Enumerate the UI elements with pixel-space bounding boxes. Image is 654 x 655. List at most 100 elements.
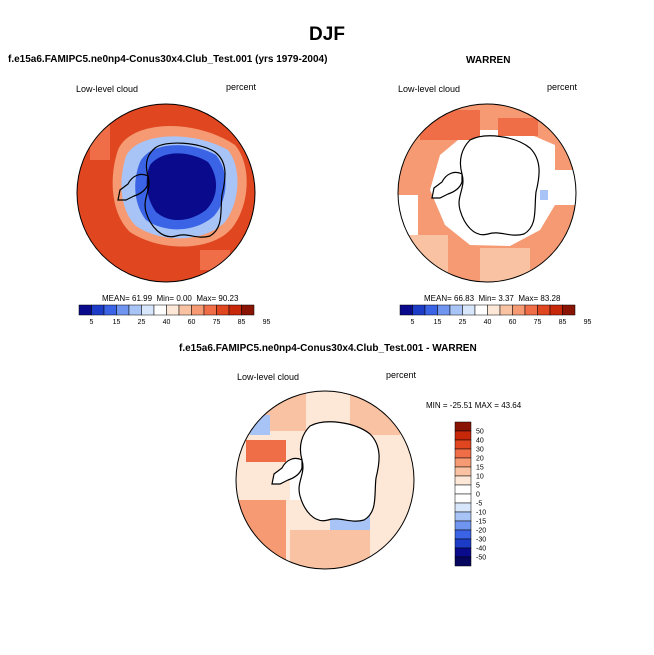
- panel1-colorbar-swatch: [228, 304, 242, 316]
- panel1-colorbar-swatch: [191, 304, 205, 316]
- panel2-field-patch: [540, 190, 548, 200]
- panel2-colorbar-swatch: [462, 304, 476, 316]
- panel3-colorbar-tick-label: 10: [476, 474, 484, 481]
- panel2-map: [397, 103, 577, 283]
- panel2-units-label: percent: [547, 82, 578, 92]
- panel1-colorbar-tick-label: 75: [213, 319, 221, 326]
- panel2-colorbar-tick-label: 15: [434, 319, 442, 326]
- panel1-colorbar-swatch: [141, 304, 155, 316]
- panel1-min-value: 0.00: [176, 294, 192, 303]
- panel2-colorbar-tick-label: 25: [459, 319, 467, 326]
- panel2-colorbar-swatch: [524, 304, 538, 316]
- panel2-colorbar-tick-label: 75: [534, 319, 542, 326]
- panel1-map-border: [76, 103, 256, 283]
- panel3-colorbar-tick-label: 30: [476, 447, 484, 454]
- panel1-colorbar-swatch: [241, 304, 255, 316]
- panel2-colorbar-tick-label: 85: [559, 319, 567, 326]
- panel2-colorbar-swatch: [499, 304, 513, 316]
- panel3-colorbar-swatch: [454, 502, 472, 513]
- panel2-colorbar-swatch: [512, 304, 526, 316]
- panel3-colorbar-swatch: [454, 529, 472, 540]
- panel1-colorbar-swatch: [166, 304, 180, 316]
- panel1-colorbar-tick-label: 25: [138, 319, 146, 326]
- panel1-field-core: [146, 153, 217, 221]
- panel3-colorbar-tick-label: 5: [476, 483, 480, 490]
- panel3-colorbar-tick-label: -5: [476, 501, 482, 508]
- panel2-min-value: 3.37: [498, 294, 514, 303]
- panel1-colorbar-tick-label: 15: [113, 319, 121, 326]
- panel1-mean-value: 61.99: [132, 294, 153, 303]
- panel1-colorbar-swatch: [91, 304, 105, 316]
- panel2-min-label: Min=: [478, 294, 497, 303]
- panel1-colorbar-swatch: [203, 304, 217, 316]
- panel1-max-label: Max=: [196, 294, 217, 303]
- panel1-colorbar: 5 15 25 40 60 75 85 95: [78, 304, 270, 326]
- panel3-colorbar-swatch: [454, 511, 472, 522]
- panel3-field-patch: [236, 391, 306, 431]
- panel1-colorbar-swatch: [116, 304, 130, 316]
- panel3-field-patch: [236, 500, 286, 569]
- panel3-colorbar-swatch: [454, 439, 472, 450]
- obs-case-title: WARREN: [466, 55, 511, 66]
- panel2-stats: MEAN= 66.83 Min= 3.37 Max= 83.28: [424, 294, 560, 303]
- panel1-min-label: Min=: [156, 294, 175, 303]
- panel2-colorbar-swatch: [487, 304, 501, 316]
- panel2-colorbar-swatch: [424, 304, 438, 316]
- panel1-stats: MEAN= 61.99 Min= 0.00 Max= 90.23: [102, 294, 238, 303]
- panel1-colorbar-tick-label: 40: [163, 319, 171, 326]
- panel3-map: [235, 390, 415, 570]
- panel3-units-label: percent: [386, 370, 417, 380]
- panel2-map-border: [397, 103, 577, 283]
- panel3-field-patch: [250, 415, 270, 435]
- panel3-colorbar-tick-label: 0: [476, 492, 480, 499]
- panel2-colorbar-swatch: [399, 304, 413, 316]
- panel3-colorbar-tick-label: -30: [476, 537, 486, 544]
- panel2-colorbar-tick-label: 60: [509, 319, 517, 326]
- panel2-colorbar-swatch: [549, 304, 563, 316]
- panel1-colorbar-tick-label: 5: [90, 319, 94, 326]
- panel1-colorbar-swatch: [103, 304, 117, 316]
- panel2-max-label: Max=: [518, 294, 539, 303]
- panel1-colorbar-tick-label: 60: [188, 319, 196, 326]
- panel3-colorbar-swatch: [454, 493, 472, 504]
- panel2-mean-label: MEAN=: [424, 294, 452, 303]
- diff-case-title: f.e15a6.FAMIPC5.ne0np4-Conus30x4.Club_Te…: [179, 343, 477, 354]
- panel2-colorbar-tick-label: 40: [484, 319, 492, 326]
- panel3-field-patch: [290, 530, 370, 569]
- panel3-colorbar-tick-label: -10: [476, 510, 486, 517]
- panel2-variable-label: Low-level cloud: [398, 84, 461, 94]
- panel1-mean-label: MEAN=: [102, 294, 130, 303]
- panel3-stats: MIN = -25.51 MAX = 43.64: [426, 401, 521, 410]
- panel2-colorbar-swatch: [412, 304, 426, 316]
- panel1-colorbar-swatch: [78, 304, 92, 316]
- panel3-colorbar-tick-label: -15: [476, 519, 486, 526]
- panel3-colorbar-tick-label: 15: [476, 465, 484, 472]
- panel2-colorbar-tick-label: 95: [584, 319, 592, 326]
- panel3-colorbar-swatch: [454, 457, 472, 468]
- panel2-max-value: 83.28: [540, 294, 561, 303]
- panel1-variable-label: Low-level cloud: [76, 84, 139, 94]
- panel3-max-label: MAX =: [474, 401, 499, 410]
- panel2-colorbar-swatch: [537, 304, 551, 316]
- panel2-colorbar-swatch: [562, 304, 576, 316]
- page-title: DJF: [309, 24, 345, 45]
- panel3-colorbar-swatch: [454, 466, 472, 477]
- panel3-min-label: MIN =: [426, 401, 448, 410]
- panel3-colorbar-tick-label: 50: [476, 429, 484, 436]
- panel2-field-patch: [498, 118, 538, 136]
- panel3-colorbar-swatch: [454, 547, 472, 558]
- panel2-colorbar: 5 15 25 40 60 75 85 95: [399, 304, 592, 326]
- panel1-max-value: 90.23: [218, 294, 239, 303]
- panel1-colorbar-tick-label: 85: [238, 319, 246, 326]
- panel3-colorbar-swatch: [454, 538, 472, 549]
- panel3-colorbar-tick-label: -50: [476, 555, 486, 562]
- panel2-field-patch: [480, 248, 530, 282]
- panel3-coastline: [271, 421, 380, 522]
- panel2-colorbar-swatch: [449, 304, 463, 316]
- panel3-colorbar-tick-label: -20: [476, 528, 486, 535]
- panel2-field-patch: [398, 235, 448, 282]
- panel1-colorbar-swatch: [178, 304, 192, 316]
- panel3-colorbar-tick-label: 40: [476, 438, 484, 445]
